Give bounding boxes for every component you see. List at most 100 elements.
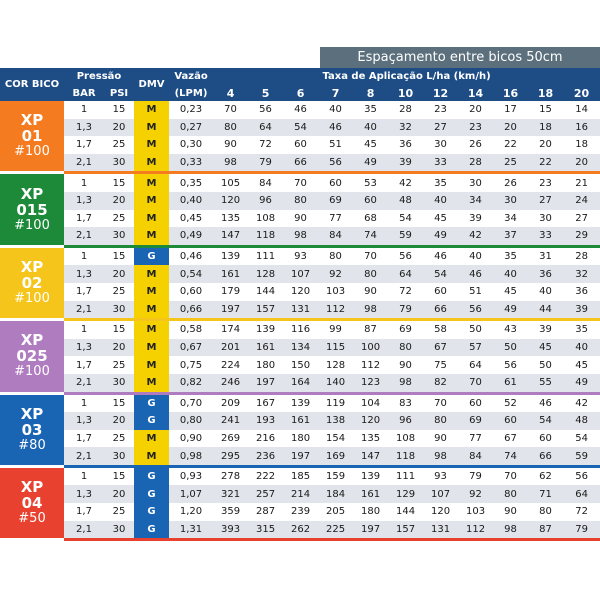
rate-cell: 45 — [353, 136, 389, 154]
rate-cell: 18 — [563, 136, 600, 154]
table-row: 1,3 20 M 0,27 80 64 54 46 40 32 27 23 20 18 16 — [0, 118, 600, 137]
dmv-cell: M — [134, 282, 170, 301]
bar-cell: 1,3 — [64, 118, 104, 137]
rate-cell: 48 — [388, 191, 424, 210]
rate-cell: 70 — [283, 174, 319, 192]
table-row: XP 025 #100 1 15 M 0,58 174 139 116 99 87 69 58 50 43 39… — [0, 321, 600, 392]
vazao-cell: 0,75 — [169, 356, 214, 374]
rate-cell: 74 — [353, 227, 389, 245]
rate-cell: 28 — [458, 153, 494, 172]
rate-cell: 50 — [528, 356, 564, 374]
rate-cell: 135 — [353, 429, 389, 448]
rate-cell: 46 — [423, 247, 459, 266]
rate-cell: 66 — [283, 153, 319, 172]
dmv-cell: M — [134, 373, 170, 392]
bar-cell: 1 — [64, 394, 104, 413]
rate-cell: 118 — [248, 227, 284, 245]
speed-header: 8 — [353, 85, 389, 101]
rate-cell: 45 — [423, 209, 459, 228]
rate-cell: 216 — [248, 429, 284, 448]
rate-cell: 69 — [388, 321, 424, 339]
rate-cell: 40 — [458, 247, 494, 266]
rate-cell: 93 — [423, 467, 459, 486]
rate-cell: 107 — [423, 485, 459, 504]
col-header-psi: PSI — [104, 85, 135, 101]
rate-cell: 197 — [248, 373, 284, 392]
rate-cell: 98 — [493, 520, 529, 539]
table-row: 1,7 25 M 0,75 224 180 150 128 112 90 75 64 56 50 45 — [0, 356, 600, 374]
dmv-cell: M — [134, 356, 170, 374]
rate-cell: 61 — [493, 373, 529, 392]
psi-cell: 25 — [104, 209, 135, 228]
rate-cell: 35 — [563, 321, 600, 339]
rate-cell: 129 — [388, 485, 424, 504]
rate-cell: 50 — [458, 321, 494, 339]
rate-cell: 154 — [318, 429, 354, 448]
separator-gap — [0, 244, 64, 248]
vazao-cell: 0,82 — [169, 373, 214, 392]
bar-cell: 1,3 — [64, 338, 104, 357]
dmv-cell: M — [134, 101, 170, 119]
nozzle-code-line1: XP — [20, 184, 44, 203]
rate-cell: 70 — [353, 247, 389, 266]
rate-cell: 359 — [213, 503, 249, 521]
vazao-cell: 0,49 — [169, 227, 214, 245]
separator-stripe — [64, 244, 600, 248]
rate-cell: 147 — [353, 447, 389, 465]
col-header-dmv: DMV — [134, 68, 170, 101]
rate-cell: 80 — [423, 412, 459, 430]
rate-cell: 74 — [493, 447, 529, 465]
rate-cell: 79 — [248, 153, 284, 172]
rate-cell: 278 — [213, 467, 249, 486]
rate-cell: 179 — [213, 282, 249, 301]
rate-cell: 135 — [213, 209, 249, 228]
psi-cell: 25 — [104, 282, 135, 301]
vazao-cell: 0,40 — [169, 191, 214, 210]
vazao-cell: 0,54 — [169, 265, 214, 283]
rate-cell: 96 — [248, 191, 284, 210]
psi-cell: 15 — [104, 174, 135, 192]
separator-stripe — [64, 171, 600, 175]
rate-cell: 15 — [528, 101, 564, 119]
bar-cell: 1,7 — [64, 503, 104, 521]
rate-cell: 108 — [248, 209, 284, 228]
speed-header: 7 — [318, 85, 354, 101]
rate-cell: 92 — [318, 265, 354, 283]
rate-cell: 80 — [353, 265, 389, 283]
rate-cell: 32 — [388, 118, 424, 137]
rate-cell: 77 — [458, 429, 494, 448]
table-row: XP 03 #80 1 15 G 0,70 209 167 139 119 104 83 70 60 52 46… — [0, 394, 600, 465]
psi-cell: 15 — [104, 467, 135, 486]
nozzle-cell: XP 02 #100 — [0, 247, 64, 319]
col-header-pressao: Pressão — [64, 68, 135, 85]
dmv-cell: M — [134, 429, 170, 448]
rate-cell: 33 — [423, 153, 459, 172]
bar-cell: 1 — [64, 101, 104, 119]
rate-cell: 26 — [493, 174, 529, 192]
rate-cell: 55 — [528, 373, 564, 392]
rate-cell: 54 — [283, 118, 319, 137]
bar-cell: 1,7 — [64, 429, 104, 448]
rate-cell: 54 — [528, 412, 564, 430]
vazao-cell: 0,35 — [169, 174, 214, 192]
rate-cell: 37 — [493, 227, 529, 245]
rate-cell: 42 — [458, 227, 494, 245]
rate-cell: 40 — [528, 282, 564, 301]
psi-cell: 30 — [104, 300, 135, 319]
application-rate-table: COR BICO Pressão DMV Vazão Taxa de Aplic… — [0, 68, 600, 542]
rate-cell: 54 — [423, 265, 459, 283]
rate-cell: 45 — [493, 282, 529, 301]
vazao-cell: 0,27 — [169, 118, 214, 137]
psi-cell: 30 — [104, 373, 135, 392]
rate-cell: 60 — [458, 394, 494, 413]
rate-cell: 174 — [213, 321, 249, 339]
table-row: XP 02 #100 1 15 G 0,46 139 111 93 80 70 56 46 40 35 31 28 — [0, 247, 600, 319]
rate-cell: 64 — [458, 356, 494, 374]
rate-cell: 24 — [563, 191, 600, 210]
rate-cell: 144 — [248, 282, 284, 301]
rate-cell: 58 — [423, 321, 459, 339]
rate-cell: 150 — [283, 356, 319, 374]
rate-cell: 56 — [388, 247, 424, 266]
dmv-cell: M — [134, 118, 170, 137]
rate-cell: 70 — [493, 467, 529, 486]
